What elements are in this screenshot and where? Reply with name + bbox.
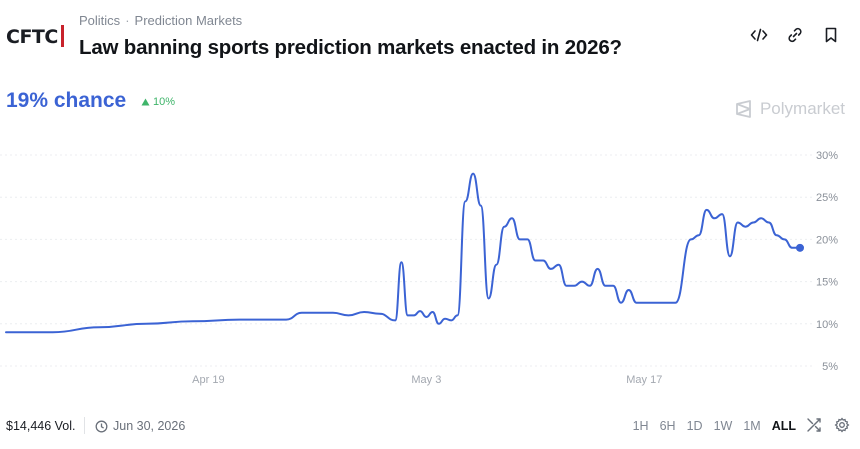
range-1d[interactable]: 1D xyxy=(686,419,703,433)
chance-value: 19% chance xyxy=(6,89,127,112)
chance-delta-value: 10% xyxy=(153,96,176,108)
range-1w[interactable]: 1W xyxy=(713,419,733,433)
end-date-value: Jun 30, 2026 xyxy=(113,419,186,433)
chart-tools xyxy=(806,417,850,433)
y-tick-label: 15% xyxy=(816,277,838,289)
y-tick-label: 10% xyxy=(816,319,838,331)
volume-label: $14,446 Vol. xyxy=(6,419,76,433)
range-6h[interactable]: 6H xyxy=(659,419,676,433)
bookmark-icon[interactable] xyxy=(822,26,840,44)
y-tick-label: 25% xyxy=(816,192,838,204)
polymarket-logo-icon xyxy=(736,100,751,118)
cftc-logo: CFTC xyxy=(6,22,68,50)
page-title: Law banning sports prediction markets en… xyxy=(79,36,622,59)
polymarket-watermark: Polymarket xyxy=(734,99,845,119)
y-axis-ticks: 30% 25% 20% 15% 10% 5% xyxy=(816,150,838,373)
current-price-dot xyxy=(796,243,804,252)
breadcrumb-politics[interactable]: Politics xyxy=(79,13,121,28)
breadcrumb-prediction-markets[interactable]: Prediction Markets xyxy=(134,13,243,28)
price-chart[interactable]: 30% 25% 20% 15% 10% 5% Apr 19 May 3 May 17 xyxy=(0,140,860,390)
range-all[interactable]: ALL xyxy=(771,419,796,433)
y-tick-label: 20% xyxy=(816,234,838,246)
shuffle-icon[interactable] xyxy=(806,417,822,433)
x-axis-ticks: Apr 19 May 3 May 17 xyxy=(192,374,662,386)
breadcrumb-separator: · xyxy=(125,13,130,28)
embed-icon[interactable] xyxy=(750,26,768,44)
link-icon[interactable] xyxy=(786,26,804,44)
settings-icon[interactable] xyxy=(834,417,850,433)
x-tick-label: Apr 19 xyxy=(192,374,224,386)
svg-text:CFTC: CFTC xyxy=(6,26,58,48)
range-selector: 1H 6H 1D 1W 1M ALL xyxy=(633,419,796,433)
breadcrumb: Politics · Prediction Markets xyxy=(79,13,242,28)
range-1m[interactable]: 1M xyxy=(743,419,761,433)
header-actions xyxy=(750,26,840,44)
brand-name: Polymarket xyxy=(759,99,845,118)
y-tick-label: 30% xyxy=(816,150,838,162)
range-1h[interactable]: 1H xyxy=(632,419,649,433)
chart-grid xyxy=(0,154,812,367)
clock-icon xyxy=(95,420,108,432)
price-line xyxy=(5,172,801,334)
cftc-logo-mark: CFTC xyxy=(6,25,64,48)
chance-delta: 10% xyxy=(141,96,175,108)
x-tick-label: May 3 xyxy=(411,374,441,386)
triangle-up-icon xyxy=(141,98,150,106)
footer-divider xyxy=(84,417,85,434)
chart-footer: $14,446 Vol. Jun 30, 2026 1H 6H 1D 1W 1M… xyxy=(0,412,860,440)
end-date: Jun 30, 2026 xyxy=(95,419,185,433)
y-tick-label: 5% xyxy=(822,361,838,373)
x-tick-label: May 17 xyxy=(626,374,662,386)
